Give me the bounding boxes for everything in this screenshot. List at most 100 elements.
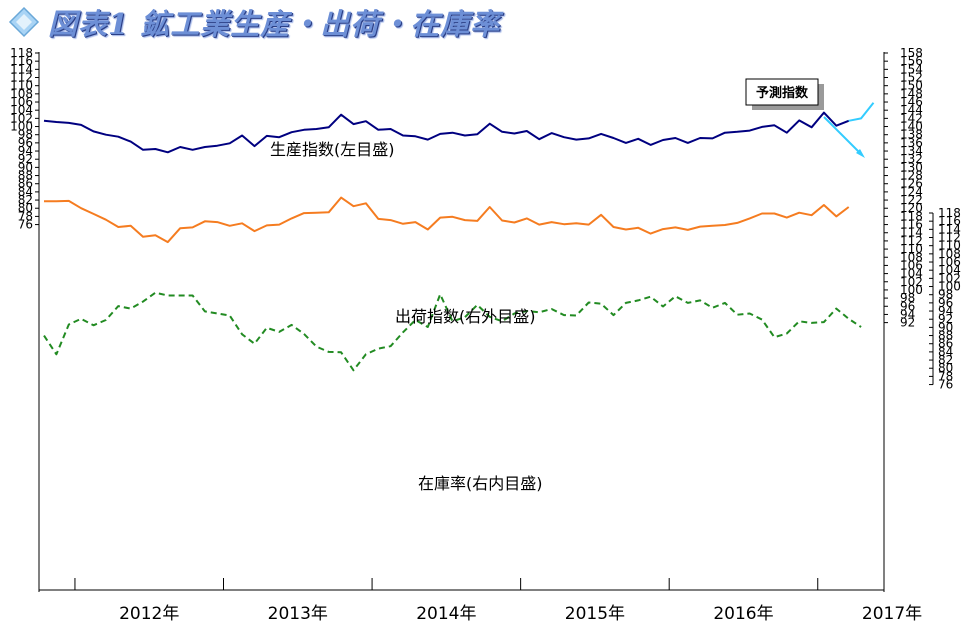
right-inner-tick-label: 92 xyxy=(938,312,953,326)
x-tick-label: 2014年 xyxy=(416,604,476,624)
left-tick-label: 82 xyxy=(18,193,33,207)
left-axis: 1181161141121101081061041021009896949290… xyxy=(10,46,39,232)
left-tick-label: 90 xyxy=(18,160,33,174)
right-outer-tick-label: 152 xyxy=(900,71,923,85)
left-tick-label: 108 xyxy=(10,87,33,101)
annotation-inventory: 在庫率(右内目盛) xyxy=(418,474,543,493)
right-outer-tick-label: 132 xyxy=(900,152,923,166)
right-outer-tick-label: 122 xyxy=(900,193,923,207)
right-outer-tick-label: 92 xyxy=(900,316,915,330)
left-tick-label: 84 xyxy=(18,185,33,199)
left-tick-label: 118 xyxy=(10,46,33,60)
right-inner-tick-label: 112 xyxy=(938,231,961,245)
left-tick-label: 98 xyxy=(18,128,33,142)
right-inner-tick-label: 84 xyxy=(938,345,953,359)
right-outer-tick-label: 154 xyxy=(900,62,923,76)
annotation-production: 生産指数(左目盛) xyxy=(270,140,395,159)
left-tick-label: 88 xyxy=(18,169,33,183)
left-tick-label: 92 xyxy=(18,152,33,166)
x-tick-label: 2012年 xyxy=(119,604,179,624)
x-tick-label: 2017年 xyxy=(862,604,922,624)
right-outer-tick-label: 98 xyxy=(900,291,915,305)
right-inner-tick-label: 94 xyxy=(938,304,953,318)
right-inner-tick-label: 98 xyxy=(938,288,953,302)
right-inner-tick-label: 86 xyxy=(938,337,953,351)
right-outer-tick-label: 104 xyxy=(900,267,923,281)
series-line-inventory xyxy=(43,291,862,372)
right-inner-tick-label: 110 xyxy=(938,239,961,253)
series-line-shipment xyxy=(44,196,850,244)
right-outer-tick-label: 94 xyxy=(900,307,915,321)
annotations: 生産指数(左目盛) 出荷指数(右外目盛) 在庫率(右内目盛) xyxy=(270,140,543,493)
right-outer-tick-label: 112 xyxy=(900,234,923,248)
title-bar: 図表1 鉱工業生産・出荷・在庫率 xyxy=(8,2,500,42)
left-tick-label: 78 xyxy=(18,209,33,223)
diamond-icon xyxy=(8,6,40,38)
right-outer-tick-label: 136 xyxy=(900,136,923,150)
left-tick-label: 94 xyxy=(18,144,33,158)
page-title: 図表1 鉱工業生産・出荷・在庫率 xyxy=(48,7,501,41)
left-tick-label: 96 xyxy=(18,136,33,150)
left-tick-label: 106 xyxy=(10,95,33,109)
left-tick-label: 102 xyxy=(10,111,33,125)
right-inner-tick-label: 96 xyxy=(938,296,953,310)
left-tick-label: 114 xyxy=(10,62,33,76)
right-outer-tick-label: 146 xyxy=(900,95,923,109)
right-outer-tick-label: 108 xyxy=(900,250,923,264)
callout-arrow-head xyxy=(856,149,865,158)
callout-arrow-line xyxy=(823,116,863,156)
right-inner-tick-label: 104 xyxy=(938,263,961,277)
right-inner-tick-label: 88 xyxy=(938,329,953,343)
right-outer-tick-label: 148 xyxy=(900,87,923,101)
right-inner-tick-label: 108 xyxy=(938,247,961,261)
right-outer-tick-label: 124 xyxy=(900,185,923,199)
forecast-callout: 予測指数 xyxy=(745,78,865,158)
left-tick-label: 116 xyxy=(10,54,33,68)
right-outer-tick-label: 110 xyxy=(900,242,923,256)
left-tick-label: 112 xyxy=(10,71,33,85)
right-outer-tick-label: 106 xyxy=(900,258,923,272)
right-outer-tick-label: 150 xyxy=(900,79,923,93)
right-inner-tick-label: 78 xyxy=(938,369,953,383)
x-axis: 2012年 2013年 2014年 2015年 2016年 2017年 xyxy=(74,578,922,624)
right-outer-tick-label: 128 xyxy=(900,169,923,183)
right-outer-tick-label: 126 xyxy=(900,177,923,191)
right-inner-tick-label: 80 xyxy=(938,361,953,375)
right-outer-tick-label: 100 xyxy=(900,283,923,297)
right-inner-tick-label: 118 xyxy=(938,206,961,220)
right-inner-tick-label: 102 xyxy=(938,271,961,285)
annotation-shipment: 出荷指数(右外目盛) xyxy=(395,307,536,326)
right-outer-tick-label: 102 xyxy=(900,275,923,289)
right-outer-tick-label: 96 xyxy=(900,299,915,313)
series-lines xyxy=(43,102,875,372)
x-tick-label: 2013年 xyxy=(268,604,328,624)
right-outer-tick-label: 134 xyxy=(900,144,923,158)
right-outer-tick-label: 118 xyxy=(900,209,923,223)
callout-label: 予測指数 xyxy=(756,85,809,101)
right-outer-tick-label: 116 xyxy=(900,218,923,232)
callout-box xyxy=(745,78,819,106)
right-outer-tick-label: 130 xyxy=(900,160,923,174)
x-tick-label: 2015年 xyxy=(565,604,625,624)
left-tick-label: 104 xyxy=(10,103,33,117)
right-outer-axis: 1581561541521501481461441421401381361341… xyxy=(884,46,923,330)
right-inner-tick-label: 76 xyxy=(938,378,953,392)
left-tick-label: 76 xyxy=(18,218,33,232)
right-inner-tick-label: 106 xyxy=(938,255,961,269)
right-inner-tick-label: 100 xyxy=(938,280,961,294)
right-outer-tick-label: 142 xyxy=(900,111,923,125)
right-outer-tick-label: 114 xyxy=(900,226,923,240)
right-outer-tick-label: 144 xyxy=(900,103,923,117)
right-inner-tick-label: 90 xyxy=(938,320,953,334)
right-inner-tick-label: 114 xyxy=(938,222,961,236)
left-tick-label: 110 xyxy=(10,79,33,93)
plot-frame xyxy=(38,52,885,592)
series-line-production xyxy=(43,111,850,154)
right-outer-tick-label: 140 xyxy=(900,120,923,134)
left-tick-label: 80 xyxy=(18,201,33,215)
right-inner-axis: 1181161141121101081061041021009896949290… xyxy=(929,206,961,392)
x-tick-label: 2016年 xyxy=(713,604,773,624)
series-line-forecast xyxy=(848,102,875,122)
right-inner-tick-label: 116 xyxy=(938,214,961,228)
